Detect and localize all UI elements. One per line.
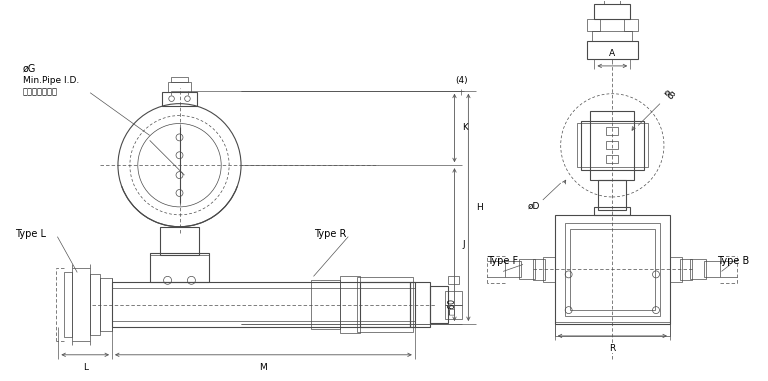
Text: Min.Pipe I.D.: Min.Pipe I.D. <box>22 76 79 85</box>
Bar <box>607 141 618 149</box>
Bar <box>564 223 660 316</box>
Bar <box>587 19 601 31</box>
Bar <box>554 215 670 324</box>
Bar <box>594 4 631 19</box>
Bar <box>592 31 632 41</box>
Bar <box>445 291 462 305</box>
Bar <box>624 19 638 31</box>
Bar <box>587 41 638 59</box>
Bar <box>570 229 655 310</box>
Bar <box>160 227 200 255</box>
Bar <box>680 258 692 280</box>
Text: øD: øD <box>528 202 540 211</box>
Bar <box>594 207 631 215</box>
Bar <box>604 0 621 4</box>
Bar <box>429 286 448 323</box>
Bar <box>360 282 410 327</box>
Bar <box>607 128 618 135</box>
Text: Type L: Type L <box>15 229 46 239</box>
Bar <box>577 123 648 167</box>
Bar <box>448 276 459 284</box>
Text: □60: □60 <box>448 298 456 315</box>
Bar <box>340 276 360 333</box>
Text: Type B: Type B <box>717 256 750 266</box>
Bar <box>670 256 682 282</box>
Bar <box>170 77 188 82</box>
Bar <box>90 274 100 335</box>
Text: (4): (4) <box>455 76 468 85</box>
Text: øB: øB <box>662 87 677 102</box>
Bar <box>703 261 720 277</box>
Bar <box>445 305 462 319</box>
Bar <box>543 256 554 282</box>
Bar <box>607 155 618 163</box>
Bar <box>505 261 521 277</box>
Bar <box>598 180 626 210</box>
Bar <box>100 279 112 331</box>
Bar <box>519 259 535 279</box>
Text: M: M <box>260 363 267 372</box>
Bar <box>65 272 72 337</box>
Text: K: K <box>462 123 468 133</box>
Bar <box>581 120 644 170</box>
Text: Type R: Type R <box>314 229 346 239</box>
Text: 接続管最小內徑: 接続管最小內徑 <box>22 88 58 97</box>
Bar <box>591 110 634 180</box>
Bar <box>161 92 197 106</box>
Bar <box>533 258 545 280</box>
Text: L: L <box>83 363 88 372</box>
Bar <box>150 253 210 282</box>
Bar <box>72 269 90 341</box>
Bar <box>357 277 412 332</box>
Bar <box>167 82 191 92</box>
Text: J: J <box>462 240 465 249</box>
Text: R: R <box>609 344 615 353</box>
Text: Type F: Type F <box>487 256 518 266</box>
Bar <box>112 282 415 327</box>
Text: øG: øG <box>22 64 36 74</box>
Text: A: A <box>609 49 615 58</box>
Bar <box>410 282 429 327</box>
Text: H: H <box>476 203 483 212</box>
Bar <box>310 280 340 329</box>
Bar <box>690 259 706 279</box>
Bar <box>554 322 670 336</box>
